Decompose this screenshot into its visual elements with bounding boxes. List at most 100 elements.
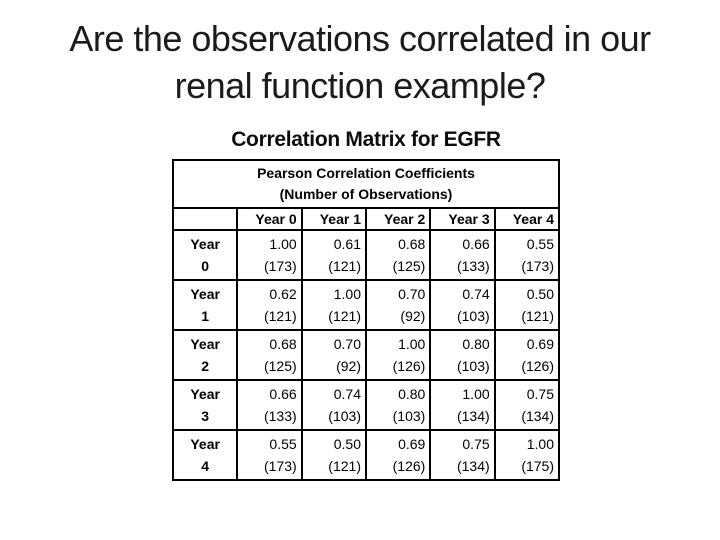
table-title-line2: (Number of Observations) — [279, 186, 453, 202]
table-row: Year 1 0.62 (121) 1.00 (121) 0.70 (92) 0.74 (103)… — [171, 279, 561, 331]
column-header: Year 2 — [364, 207, 432, 231]
coefficient-cell: 0.55 (173) — [236, 429, 303, 481]
coefficient-cell: 0.74 (103) — [429, 279, 496, 331]
row-label-line: Year — [190, 236, 220, 252]
coefficient-value: 0.55 — [269, 436, 297, 452]
observation-count: (173) — [263, 458, 297, 474]
column-header: Year 3 — [429, 207, 496, 231]
table-row: Year 3 0.66 (133) 0.74 (103) 0.80 (103) 1.00 (134… — [171, 379, 561, 431]
coefficient-cell: 0.50 (121) — [493, 279, 561, 331]
coefficient-value: 0.80 — [462, 336, 490, 352]
row-label-cell: Year 3 — [171, 379, 239, 431]
row-label-line: Year — [190, 336, 220, 352]
coefficient-cell: 0.80 (103) — [429, 329, 496, 381]
row-label-line: 3 — [201, 408, 210, 424]
coefficient-value: 0.69 — [526, 336, 554, 352]
observation-count: (133) — [456, 258, 490, 274]
table-title-line1: Pearson Correlation Coefficients — [257, 165, 475, 181]
observation-count: (133) — [263, 408, 297, 424]
coefficient-value: 0.69 — [398, 436, 426, 452]
table-title-row: Pearson Correlation Coefficients (Number… — [172, 159, 560, 209]
coefficient-value: 0.55 — [526, 236, 554, 252]
observation-count: (121) — [328, 258, 361, 274]
coefficient-cell: 0.68 (125) — [236, 329, 303, 381]
observation-count: (126) — [392, 458, 426, 474]
slide-title: Are the observations correlated in our r… — [0, 15, 720, 109]
coefficient-cell: 0.61 (121) — [300, 229, 367, 281]
observation-count: (134) — [456, 408, 490, 424]
slide-title-line1: Are the observations correlated in our — [69, 18, 651, 59]
coefficient-value: 0.74 — [462, 286, 490, 302]
coefficient-cell: 0.70 (92) — [364, 279, 432, 331]
coefficient-value: 0.62 — [269, 286, 297, 302]
observation-count: (134) — [521, 408, 554, 424]
coefficient-value: 0.66 — [462, 236, 490, 252]
coefficient-value: 0.75 — [526, 386, 554, 402]
coefficient-cell: 1.00 (173) — [236, 229, 303, 281]
row-label-cell: Year 2 — [171, 329, 239, 381]
coefficient-cell: 0.80 (103) — [364, 379, 432, 431]
slide-title-line2: renal function example? — [174, 65, 546, 106]
observation-count: (173) — [263, 258, 297, 274]
coefficient-cell: 1.00 (134) — [429, 379, 496, 431]
observation-count: (121) — [263, 308, 297, 324]
observation-count: (125) — [392, 258, 426, 274]
coefficient-value: 0.70 — [398, 286, 426, 302]
coefficient-value: 1.00 — [398, 336, 426, 352]
coefficient-value: 1.00 — [333, 286, 361, 302]
corner-cell — [171, 207, 239, 231]
coefficient-cell: 0.66 (133) — [429, 229, 496, 281]
matrix-body: Year 0 1.00 (173) 0.61 (121) 0.68 (125) 0.66 (133… — [171, 229, 561, 481]
observation-count: (126) — [521, 358, 554, 374]
row-label-line: Year — [190, 436, 220, 452]
column-header: Year 4 — [493, 207, 561, 231]
observation-count: (92) — [400, 308, 426, 324]
observation-count: (175) — [521, 458, 554, 474]
coefficient-cell: 1.00 (175) — [493, 429, 561, 481]
coefficient-cell: 0.68 (125) — [364, 229, 432, 281]
coefficient-value: 1.00 — [526, 436, 554, 452]
row-label-line: Year — [190, 286, 220, 302]
row-label-line: 4 — [201, 458, 210, 474]
observation-count: (134) — [456, 458, 490, 474]
coefficient-value: 1.00 — [462, 386, 490, 402]
observation-count: (121) — [328, 458, 361, 474]
coefficient-value: 0.70 — [333, 336, 361, 352]
coefficient-cell: 0.66 (133) — [236, 379, 303, 431]
coefficient-value: 0.50 — [333, 436, 361, 452]
table-caption: Correlation Matrix for EGFR — [231, 128, 501, 151]
observation-count: (92) — [336, 358, 361, 374]
coefficient-value: 0.50 — [526, 286, 554, 302]
coefficient-cell: 1.00 (126) — [364, 329, 432, 381]
row-label-cell: Year 1 — [171, 279, 239, 331]
table-title-cell: Pearson Correlation Coefficients (Number… — [172, 159, 560, 209]
coefficient-cell: 0.62 (121) — [236, 279, 303, 331]
coefficient-value: 0.80 — [398, 386, 426, 402]
observation-count: (103) — [328, 408, 361, 424]
observation-count: (173) — [521, 258, 554, 274]
coefficient-cell: 0.55 (173) — [493, 229, 561, 281]
coefficient-cell: 0.75 (134) — [493, 379, 561, 431]
coefficient-value: 0.68 — [269, 336, 297, 352]
row-label-line: 2 — [201, 358, 210, 374]
column-header: Year 0 — [236, 207, 303, 231]
coefficient-value: 0.75 — [462, 436, 490, 452]
observation-count: (103) — [456, 308, 490, 324]
coefficient-cell: 0.50 (121) — [300, 429, 367, 481]
coefficient-value: 0.66 — [269, 386, 297, 402]
coefficient-cell: 0.75 (134) — [429, 429, 496, 481]
row-label-cell: Year 4 — [171, 429, 239, 481]
observation-count: (103) — [392, 408, 426, 424]
coefficient-value: 0.61 — [333, 236, 361, 252]
coefficient-cell: 0.74 (103) — [300, 379, 367, 431]
row-label-line: Year — [190, 386, 220, 402]
correlation-matrix-table: Pearson Correlation Coefficients (Number… — [171, 159, 561, 481]
table-row: Year 2 0.68 (125) 0.70 (92) 1.00 (126) 0.80 (103)… — [171, 329, 561, 381]
coefficient-cell: 0.69 (126) — [493, 329, 561, 381]
row-label-cell: Year 0 — [171, 229, 239, 281]
table-row: Year 0 1.00 (173) 0.61 (121) 0.68 (125) 0.66 (133… — [171, 229, 561, 281]
observation-count: (103) — [456, 358, 490, 374]
column-header-row: Year 0 Year 1 Year 2 Year 3 Year 4 — [171, 207, 561, 231]
row-label-line: 0 — [201, 258, 210, 274]
